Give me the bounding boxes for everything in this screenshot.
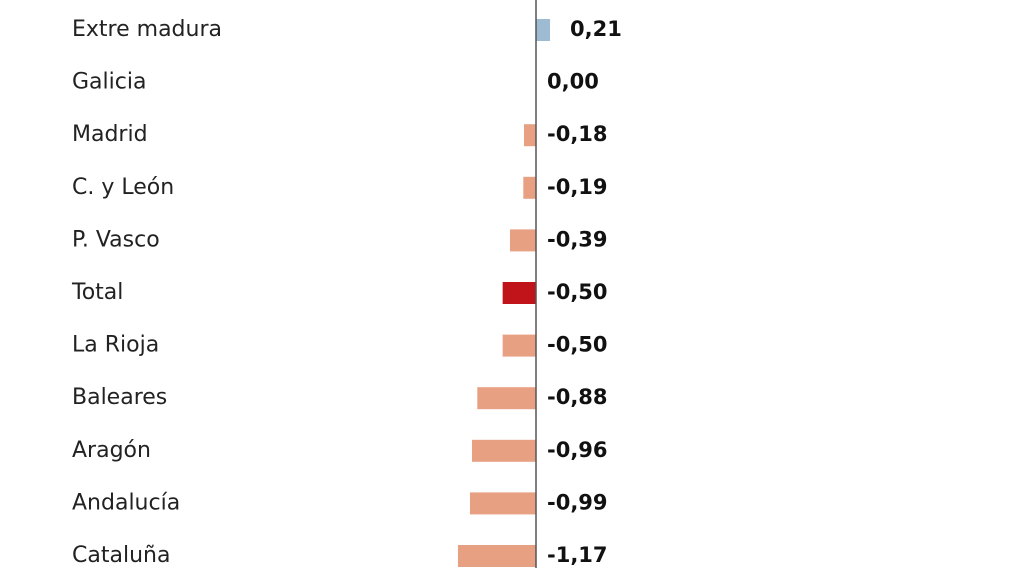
value-label: -0,96: [547, 438, 608, 462]
bar: [469, 492, 536, 515]
category-label: Total: [71, 280, 123, 305]
bar: [523, 176, 536, 199]
category-label: C. y León: [72, 175, 174, 200]
value-label: 0,00: [547, 70, 599, 94]
category-label: Aragón: [72, 438, 151, 463]
category-label: La Rioja: [72, 333, 159, 358]
value-label: 0,21: [570, 17, 622, 41]
value-label: -0,39: [547, 227, 608, 251]
category-label: Madrid: [72, 122, 148, 147]
value-label: -1,17: [547, 543, 608, 567]
value-label: -0,50: [547, 333, 608, 357]
bar: [523, 124, 536, 147]
bar: [536, 19, 551, 41]
value-label: -0,50: [547, 280, 608, 304]
bar: [471, 439, 536, 462]
category-label: P. Vasco: [72, 227, 160, 252]
value-label: -0,99: [547, 490, 608, 514]
value-label: -0,18: [547, 122, 608, 146]
category-label: Galicia: [72, 70, 146, 95]
category-label: Extre madura: [72, 17, 222, 42]
bar: [457, 545, 536, 567]
bar: [509, 229, 536, 252]
bars: [457, 19, 551, 567]
value-label: -0,88: [547, 385, 608, 409]
bar: [477, 387, 536, 410]
value-label: -0,19: [547, 175, 608, 199]
category-label: Baleares: [72, 385, 167, 410]
category-label: Cataluña: [72, 543, 170, 568]
category-label: Andalucía: [72, 490, 180, 515]
bar: [502, 334, 536, 357]
bar: [502, 282, 536, 304]
